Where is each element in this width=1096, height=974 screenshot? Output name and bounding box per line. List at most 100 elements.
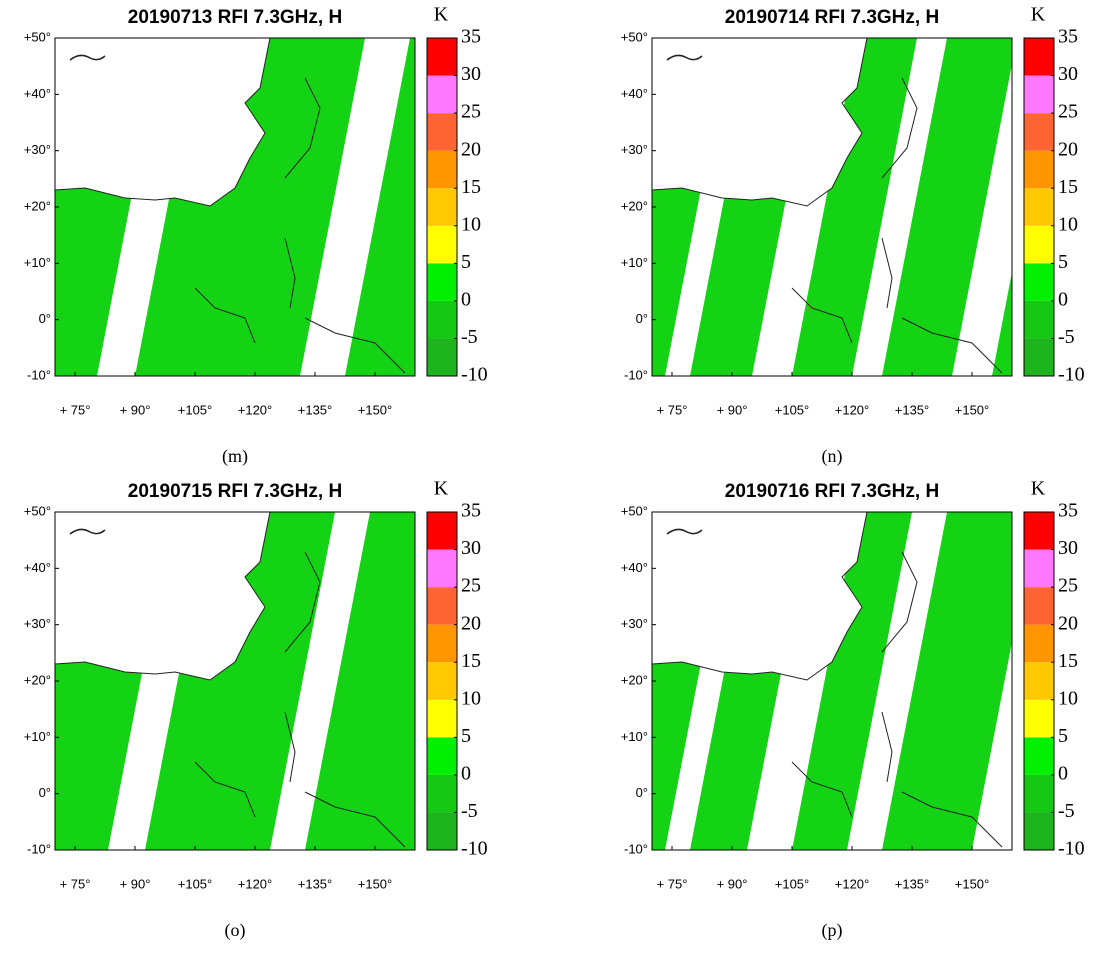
lon-tick-label: +135°: [895, 402, 929, 417]
figure: 20190713 RFI 7.3GHz, H (m) +50° +40° +30° +20…: [0, 0, 1096, 974]
lon-tick-label: + 75°: [657, 876, 688, 891]
colorbar-tick-label: -10: [461, 838, 488, 860]
lat-tick-label: +10°: [24, 255, 51, 270]
map: [652, 512, 1077, 850]
lat-tick-label: +10°: [24, 729, 51, 744]
lat-tick-label: -10°: [624, 367, 648, 382]
lon-tick-label: +105°: [775, 876, 809, 891]
panel-label: (o): [225, 920, 246, 941]
lat-tick-label: 0°: [636, 785, 648, 800]
lat-tick-label: +40°: [24, 560, 51, 575]
colorbar-band: [1024, 550, 1054, 588]
lat-tick-label: +20°: [24, 198, 51, 213]
lat-tick-label: +10°: [621, 729, 648, 744]
colorbar-band: [1024, 625, 1054, 663]
colorbar-band: [427, 76, 457, 114]
lat-tick-label: +30°: [621, 142, 648, 157]
colorbar-band: [427, 113, 457, 151]
colorbar-tick-label: 35: [461, 500, 481, 522]
lat-tick-label: -10°: [27, 367, 51, 382]
colorbar-tick-label: 10: [461, 687, 481, 709]
colorbar-tick-label: 35: [461, 26, 481, 48]
colorbar-tick-label: 5: [1058, 251, 1068, 273]
colorbar-tick-label: 35: [1058, 500, 1078, 522]
map: [652, 38, 1057, 376]
lat-tick-label: +40°: [621, 560, 648, 575]
lon-tick-label: +105°: [775, 402, 809, 417]
colorbar-tick-label: 0: [461, 288, 471, 310]
panel: 20190714 RFI 7.3GHz, H(n)+50°+40°+30°+20…: [621, 4, 1085, 468]
colorbar-band: [1024, 737, 1054, 775]
colorbar-tick-label: 0: [1058, 762, 1068, 784]
lon-tick-label: +120°: [238, 876, 272, 891]
map: [55, 512, 415, 850]
colorbar-band: [427, 775, 457, 813]
colorbar-unit: K: [1031, 4, 1046, 26]
colorbar-band: [427, 38, 457, 76]
colorbar-tick-label: 10: [1058, 213, 1078, 235]
colorbar-tick-label: -5: [461, 800, 478, 822]
lon-tick-label: +150°: [358, 402, 392, 417]
colorbar-tick-label: 30: [1058, 63, 1078, 85]
colorbar-tick-label: 15: [1058, 650, 1078, 672]
colorbar-unit: K: [434, 4, 449, 26]
colorbar-band: [427, 550, 457, 588]
lat-tick-label: 0°: [39, 785, 51, 800]
lat-tick-label: +20°: [24, 672, 51, 687]
colorbar-tick-label: -5: [461, 326, 478, 348]
colorbar-band: [1024, 512, 1054, 550]
lat-tick-label: 0°: [636, 311, 648, 326]
colorbar-tick-label: 35: [1058, 26, 1078, 48]
lon-tick-label: + 90°: [120, 402, 151, 417]
colorbar-tick-label: -5: [1058, 800, 1075, 822]
land-mask: [652, 38, 867, 206]
colorbar-band: [1024, 188, 1054, 226]
colorbar-tick-label: -10: [1058, 838, 1085, 860]
colorbar-band: [427, 625, 457, 663]
colorbar-tick-label: 10: [1058, 687, 1078, 709]
lat-tick-label: +40°: [621, 86, 648, 101]
colorbar-band: [427, 188, 457, 226]
lat-tick-label: +20°: [621, 198, 648, 213]
colorbar-band: [1024, 587, 1054, 625]
panel-title: 20190713 RFI 7.3GHz, H: [128, 7, 342, 28]
lat-tick-label: +50°: [621, 503, 648, 518]
colorbar-band: [427, 226, 457, 264]
colorbar-tick-label: 20: [461, 138, 481, 160]
colorbar-tick-label: -5: [1058, 326, 1075, 348]
colorbar-tick-label: 25: [461, 101, 481, 123]
lat-tick-label: 0°: [39, 311, 51, 326]
lon-tick-label: +120°: [835, 402, 869, 417]
colorbar-band: [1024, 38, 1054, 76]
colorbar-band: [427, 301, 457, 339]
lon-tick-label: +150°: [955, 876, 989, 891]
lon-tick-label: +150°: [358, 876, 392, 891]
colorbar-band: [427, 587, 457, 625]
panel-label: (m): [222, 446, 248, 467]
colorbar-tick-label: 15: [461, 176, 481, 198]
colorbar-band: [1024, 226, 1054, 264]
lat-tick-label: +50°: [621, 29, 648, 44]
colorbar-band: [427, 151, 457, 189]
colorbar-tick-label: 15: [461, 650, 481, 672]
colorbar-tick-label: 20: [1058, 612, 1078, 634]
colorbar-tick-label: 10: [461, 213, 481, 235]
panel: 20190715 RFI 7.3GHz, H(o)+50°+40°+30°+20…: [24, 478, 488, 942]
lat-tick-label: +30°: [24, 142, 51, 157]
colorbar-tick-label: 5: [461, 725, 471, 747]
panel: 20190713 RFI 7.3GHz, H(m)+50°+40°+30°+20…: [24, 4, 488, 468]
lon-tick-label: +105°: [178, 402, 212, 417]
lon-tick-label: +135°: [298, 402, 332, 417]
lat-tick-label: +40°: [24, 86, 51, 101]
colorbar-tick-label: 25: [1058, 575, 1078, 597]
colorbar-band: [1024, 662, 1054, 700]
colorbar-band: [427, 263, 457, 301]
lon-tick-label: +105°: [178, 876, 212, 891]
colorbar-tick-label: 0: [1058, 288, 1068, 310]
land-mask: [652, 512, 867, 680]
lon-tick-label: +135°: [895, 876, 929, 891]
colorbar-tick-label: 20: [1058, 138, 1078, 160]
colorbar-band: [427, 512, 457, 550]
lon-tick-label: +120°: [238, 402, 272, 417]
colorbar-tick-label: 20: [461, 612, 481, 634]
